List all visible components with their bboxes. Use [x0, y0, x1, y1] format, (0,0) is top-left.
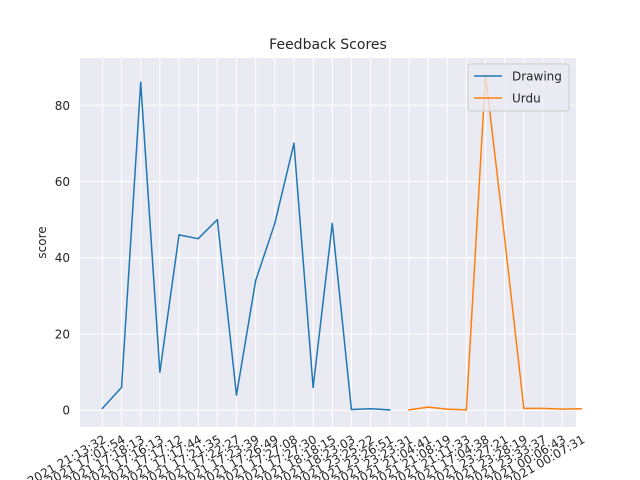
series-line-drawing	[101, 81, 391, 411]
data-point	[350, 408, 353, 411]
data-point	[274, 222, 276, 225]
legend: Drawing Urdu	[467, 63, 570, 112]
data-point	[580, 407, 583, 410]
y-axis-label: score	[35, 226, 49, 258]
data-point	[120, 386, 123, 389]
y-tick-label: 80	[55, 99, 70, 113]
data-point	[465, 409, 468, 411]
data-point	[235, 394, 238, 396]
gridlines	[80, 58, 576, 427]
series-drawing	[101, 81, 391, 411]
data-point	[254, 279, 257, 282]
data-point	[197, 237, 199, 240]
data-point	[312, 386, 314, 389]
data-point	[542, 407, 544, 410]
data-point	[427, 406, 429, 408]
data-point	[139, 81, 142, 84]
data-point	[388, 409, 391, 411]
chart-title: Feedback Scores	[269, 37, 387, 53]
plot-background	[80, 58, 576, 427]
data-point	[503, 237, 506, 240]
data-point	[408, 409, 410, 411]
data-point	[446, 408, 448, 410]
y-tick-label: 40	[55, 251, 70, 265]
data-point	[216, 218, 219, 221]
y-tick-label: 0	[62, 404, 70, 418]
data-point	[523, 407, 525, 410]
series-urdu	[408, 74, 583, 411]
data-point	[101, 407, 104, 410]
data-point	[561, 408, 563, 410]
data-point	[331, 222, 334, 225]
y-tick-labels: 0 20 40 60 80	[55, 99, 70, 418]
data-point	[178, 234, 180, 236]
data-point	[293, 142, 295, 145]
legend-label-urdu: Urdu	[512, 92, 541, 106]
legend-label-drawing: Drawing	[512, 70, 562, 84]
y-tick-label: 60	[55, 175, 70, 189]
data-point	[369, 407, 372, 410]
data-point	[159, 371, 161, 373]
series-layer	[101, 74, 583, 411]
y-tick-label: 20	[55, 327, 70, 341]
series-line-urdu	[408, 74, 583, 411]
